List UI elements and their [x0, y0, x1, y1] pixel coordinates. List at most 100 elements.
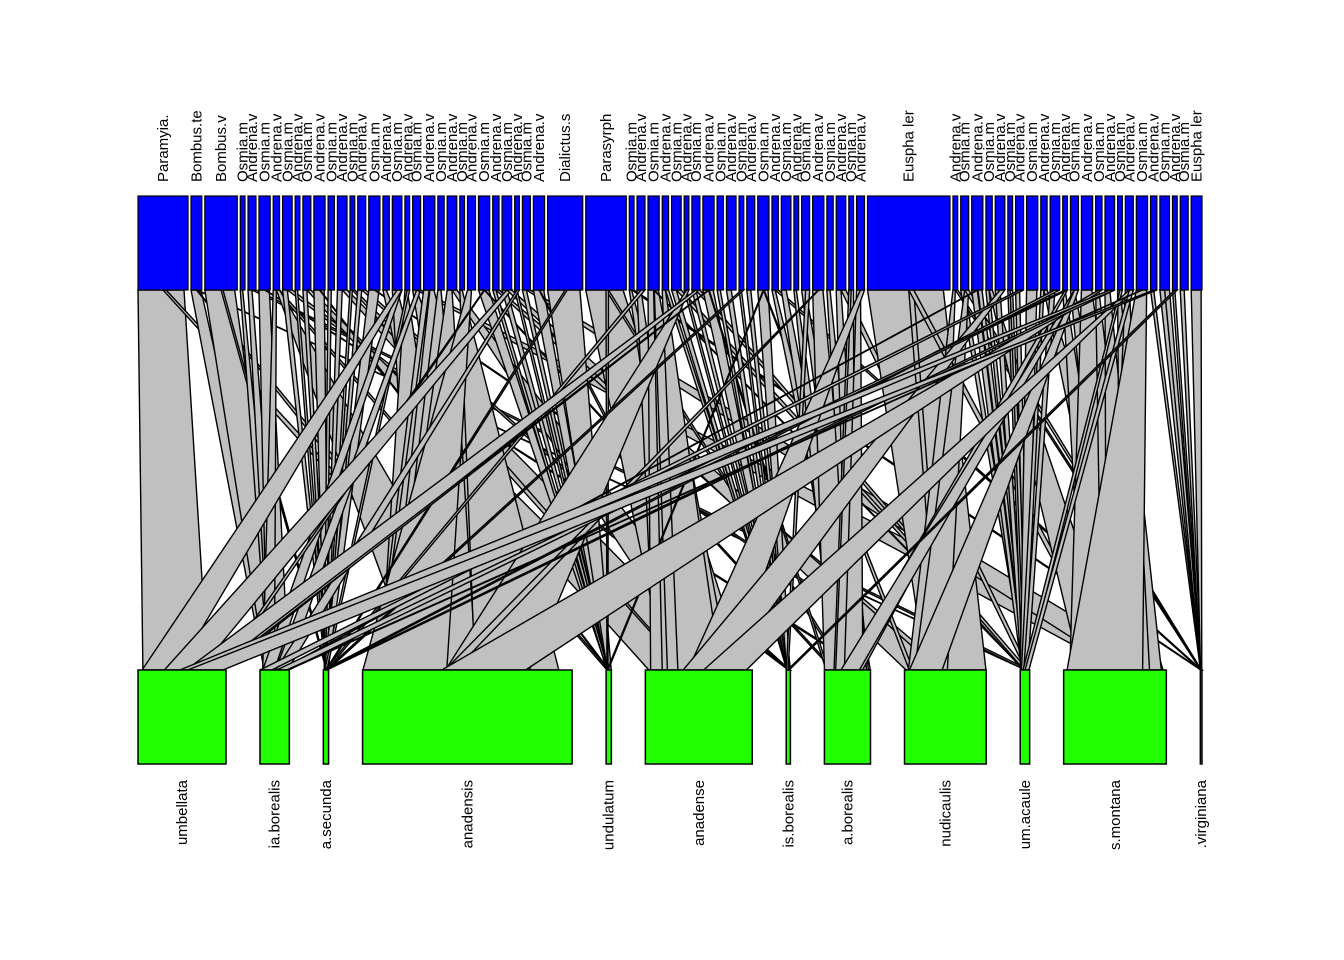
higher-label: Osmia.m — [235, 122, 252, 182]
higher-box-4 — [247, 195, 257, 291]
higher-label: Osmia.m — [1134, 122, 1151, 182]
lower-box-1 — [259, 669, 291, 765]
lower-label: a.secunda — [318, 779, 335, 849]
lower-box-0 — [137, 669, 227, 765]
higher-box-21 — [437, 195, 445, 291]
higher-label: Osmia.m — [957, 122, 974, 182]
higher-level-labels: Paramyia. Bombus.te Bombus.v Osmia.mAndrena… — [155, 110, 1206, 182]
higher-label: Andrena.v — [1146, 113, 1163, 182]
lower-label: nudicaulis — [937, 780, 954, 847]
higher-label: Osmia.m — [409, 122, 426, 182]
higher-label: Osmia.m — [1002, 122, 1019, 182]
higher-box-52 — [835, 195, 847, 291]
higher-label: Andrena.v — [1057, 113, 1074, 182]
higher-box-58 — [971, 195, 984, 291]
higher-label: Dialictus.s — [557, 114, 574, 182]
higher-box-6 — [272, 195, 281, 291]
lower-box-2 — [322, 669, 330, 765]
lower-label: um.acaule — [1017, 780, 1034, 849]
lower-label: ia.borealis — [267, 780, 284, 848]
higher-box-18 — [404, 195, 411, 291]
higher-box-2 — [204, 195, 238, 291]
higher-label: Andrena.v — [488, 113, 505, 182]
higher-label: Andrena.v — [1167, 113, 1184, 182]
higher-box-50 — [812, 195, 825, 291]
higher-box-34 — [636, 195, 646, 291]
higher-label: Osmia.m — [1157, 122, 1174, 182]
higher-label: Andrena.v — [743, 113, 760, 182]
higher-box-55 — [866, 195, 951, 291]
higher-label: Andrena.v — [633, 113, 650, 182]
higher-label: Osmia.m — [1047, 122, 1064, 182]
higher-box-56 — [952, 195, 959, 291]
higher-label: Euspha ler — [901, 110, 918, 182]
higher-box-59 — [985, 195, 993, 291]
higher-label: Osmia.m — [822, 122, 839, 182]
higher-box-32 — [585, 195, 627, 291]
higher-level-boxes — [137, 195, 1203, 291]
higher-label: Osmia.m — [299, 122, 316, 182]
lower-label: umbellata — [174, 779, 191, 845]
higher-box-5 — [258, 195, 271, 291]
higher-label: Andrena.v — [444, 113, 461, 182]
higher-label: Andrena.v — [1079, 113, 1096, 182]
higher-box-72 — [1124, 195, 1134, 291]
higher-label: Osmia.m — [476, 122, 493, 182]
higher-box-30 — [532, 195, 546, 291]
higher-label: Andrena.v — [268, 113, 285, 182]
higher-label: Andrena.v — [833, 113, 850, 182]
higher-label: Andrena.v — [810, 113, 827, 182]
higher-label: Andrena.v — [969, 113, 986, 182]
higher-box-78 — [1190, 195, 1203, 291]
higher-box-53 — [848, 195, 855, 291]
higher-label: Osmia.m — [798, 122, 815, 182]
lower-box-9 — [1019, 669, 1031, 765]
lower-label: a.borealis — [839, 780, 856, 845]
higher-label: Osmia.m — [518, 122, 535, 182]
higher-box-60 — [994, 195, 1006, 291]
lower-level-boxes — [137, 669, 1203, 765]
higher-label: Osmia.m — [366, 122, 383, 182]
higher-label: Osmia.m — [755, 122, 772, 182]
higher-box-14 — [357, 195, 367, 291]
higher-label: Andrena.v — [531, 113, 548, 182]
higher-label: Osmia.m — [1112, 122, 1129, 182]
higher-box-65 — [1049, 195, 1061, 291]
higher-box-74 — [1149, 195, 1158, 291]
higher-label: Osmia.m — [389, 122, 406, 182]
higher-label: Andrena.v — [399, 113, 416, 182]
higher-box-67 — [1069, 195, 1080, 291]
higher-label: Bombus.v — [213, 115, 230, 182]
higher-box-62 — [1014, 195, 1025, 291]
higher-box-68 — [1080, 195, 1094, 291]
higher-box-48 — [793, 195, 800, 291]
higher-box-23 — [459, 195, 466, 291]
higher-box-75 — [1159, 195, 1171, 291]
higher-label: Andrena.v — [290, 113, 307, 182]
higher-box-36 — [661, 195, 670, 291]
higher-box-13 — [349, 195, 356, 291]
higher-box-12 — [336, 195, 348, 291]
higher-box-10 — [313, 195, 326, 291]
higher-label: Osmia.m — [279, 122, 296, 182]
higher-box-71 — [1117, 195, 1123, 291]
higher-label: Osmia.m — [733, 122, 750, 182]
higher-label: Paramyia. — [155, 114, 172, 182]
higher-box-19 — [412, 195, 422, 291]
higher-box-20 — [423, 195, 436, 291]
higher-label: Andrena.v — [378, 113, 395, 182]
higher-box-31 — [546, 195, 584, 291]
higher-box-63 — [1025, 195, 1039, 291]
higher-box-29 — [521, 195, 531, 291]
higher-box-57 — [960, 195, 970, 291]
higher-label: Parasyrph — [598, 114, 615, 182]
higher-box-40 — [702, 195, 715, 291]
higher-label: Osmia.m — [843, 122, 860, 182]
higher-label: Bombus.te — [188, 110, 205, 182]
lower-label: anadensis — [459, 780, 476, 848]
higher-label: Osmia.m — [1066, 122, 1083, 182]
higher-box-33 — [628, 195, 635, 291]
higher-label: Euspha ler — [1189, 110, 1206, 182]
higher-label: Andrena.v — [1102, 113, 1119, 182]
higher-label: Osmia.m — [1176, 122, 1193, 182]
